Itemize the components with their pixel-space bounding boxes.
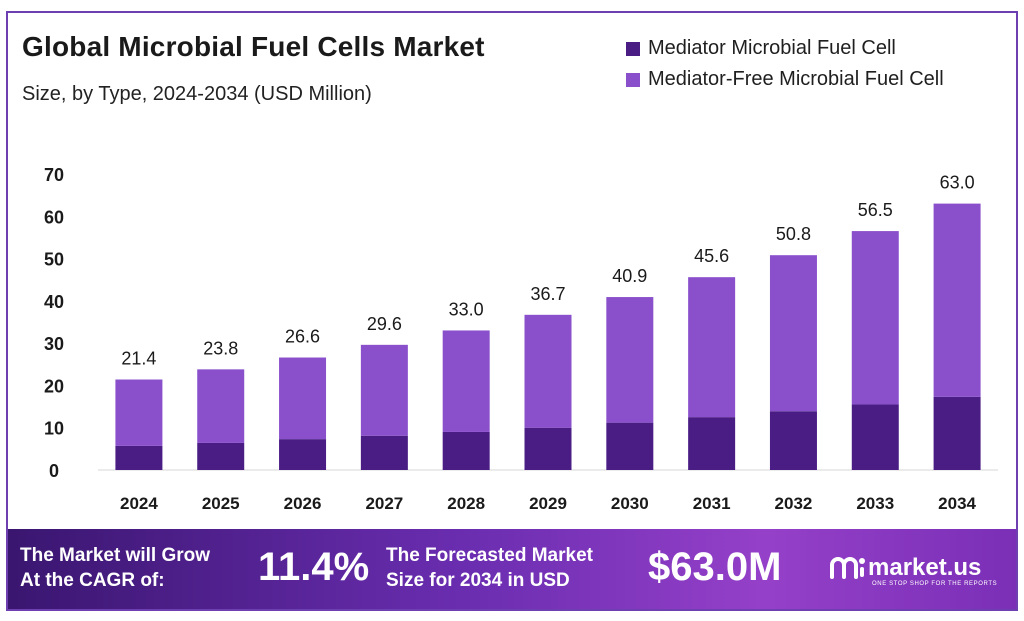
legend-swatch-mediator <box>626 41 640 56</box>
y-tick-label: 70 <box>44 165 64 185</box>
legend-label-mediator-free: Mediator-Free Microbial Fuel Cell <box>648 68 944 90</box>
chart-frame: Global Microbial Fuel Cells Market Size,… <box>6 11 1018 611</box>
bar-total-label: 21.4 <box>121 349 156 369</box>
bar-segment-mediator <box>524 427 572 470</box>
forecast-value: $63.0M <box>648 545 782 589</box>
x-tick-label: 2032 <box>775 494 813 513</box>
forecast-caption: The Forecasted Market Size for 2034 in U… <box>386 543 593 593</box>
cagr-caption-line1: The Market will Grow <box>20 545 211 566</box>
footer-banner: The Market will Grow At the CAGR of: 11.… <box>8 529 1016 609</box>
forecast-caption-line2: Size for 2034 in USD <box>386 570 570 591</box>
bar-segment-mediator-free <box>851 231 899 405</box>
bar-segment-mediator-free <box>688 277 736 418</box>
x-tick-label: 2026 <box>284 494 322 513</box>
bar-total-label: 29.6 <box>367 314 402 334</box>
x-tick-label: 2024 <box>120 494 158 513</box>
bar-segment-mediator <box>360 435 408 470</box>
x-tick-label: 2033 <box>856 494 894 513</box>
cagr-caption-line2: At the CAGR of: <box>20 570 165 591</box>
bar-segment-mediator <box>197 442 245 470</box>
bar-segment-mediator-free <box>606 297 654 423</box>
bar-total-label: 50.8 <box>776 224 811 244</box>
bar-segment-mediator-free <box>360 344 408 436</box>
forecast-caption-line1: The Forecasted Market <box>386 545 593 566</box>
bar-segment-mediator <box>769 411 817 470</box>
y-tick-label: 0 <box>49 461 59 481</box>
bar-segment-mediator <box>279 439 327 470</box>
x-tick-label: 2027 <box>365 494 403 513</box>
y-tick-label: 50 <box>44 250 64 270</box>
chart-subtitle: Size, by Type, 2024-2034 (USD Million) <box>22 83 372 105</box>
bar-segment-mediator <box>606 422 654 470</box>
x-tick-label: 2028 <box>447 494 485 513</box>
bar-total-label: 56.5 <box>858 200 893 220</box>
cagr-value: 11.4% <box>258 545 370 589</box>
bar-segment-mediator-free <box>933 203 981 397</box>
y-tick-label: 60 <box>44 207 64 227</box>
x-tick-label: 2030 <box>611 494 649 513</box>
bar-total-label: 45.6 <box>694 246 729 266</box>
bar-total-label: 40.9 <box>612 266 647 286</box>
bar-total-label: 63.0 <box>940 173 975 193</box>
legend: Mediator Microbial Fuel Cell Mediator-Fr… <box>626 33 944 95</box>
x-tick-label: 2029 <box>529 494 567 513</box>
brand-name: market.us <box>868 554 982 581</box>
bar-segment-mediator <box>933 396 981 470</box>
stacked-bar-chart: 01020304050607021.4202423.8202526.620262… <box>44 165 998 513</box>
brand-logo[interactable]: market.us ONE STOP SHOP FOR THE REPORTS <box>828 553 997 587</box>
cagr-caption: The Market will Grow At the CAGR of: <box>20 543 210 593</box>
chart-title: Global Microbial Fuel Cells Market <box>22 31 485 62</box>
bar-total-label: 23.8 <box>203 338 238 358</box>
x-tick-label: 2034 <box>938 494 976 513</box>
bar-segment-mediator-free <box>524 314 572 428</box>
bar-segment-mediator-free <box>197 369 245 443</box>
bar-segment-mediator-free <box>442 330 490 432</box>
y-tick-label: 40 <box>44 292 64 312</box>
bar-segment-mediator-free <box>115 379 163 446</box>
bar-segment-mediator-free <box>769 255 817 412</box>
bar-segment-mediator <box>688 417 736 470</box>
legend-item-mediator: Mediator Microbial Fuel Cell <box>626 33 944 64</box>
market-us-logo-icon <box>830 557 865 579</box>
bar-total-label: 26.6 <box>285 327 320 347</box>
legend-label-mediator: Mediator Microbial Fuel Cell <box>648 37 896 59</box>
y-tick-label: 20 <box>44 376 64 396</box>
bar-segment-mediator <box>115 445 163 470</box>
legend-swatch-mediator-free <box>626 72 640 87</box>
legend-item-mediator-free: Mediator-Free Microbial Fuel Cell <box>626 64 944 95</box>
bar-segment-mediator <box>851 404 899 470</box>
bar-total-label: 36.7 <box>530 284 565 304</box>
y-tick-label: 30 <box>44 334 64 354</box>
bar-total-label: 33.0 <box>449 299 484 319</box>
brand-tagline: ONE STOP SHOP FOR THE REPORTS <box>872 581 998 587</box>
y-tick-label: 10 <box>44 419 64 439</box>
bar-segment-mediator <box>442 431 490 470</box>
bar-segment-mediator-free <box>279 357 327 440</box>
x-tick-label: 2025 <box>202 494 240 513</box>
x-tick-label: 2031 <box>693 494 731 513</box>
